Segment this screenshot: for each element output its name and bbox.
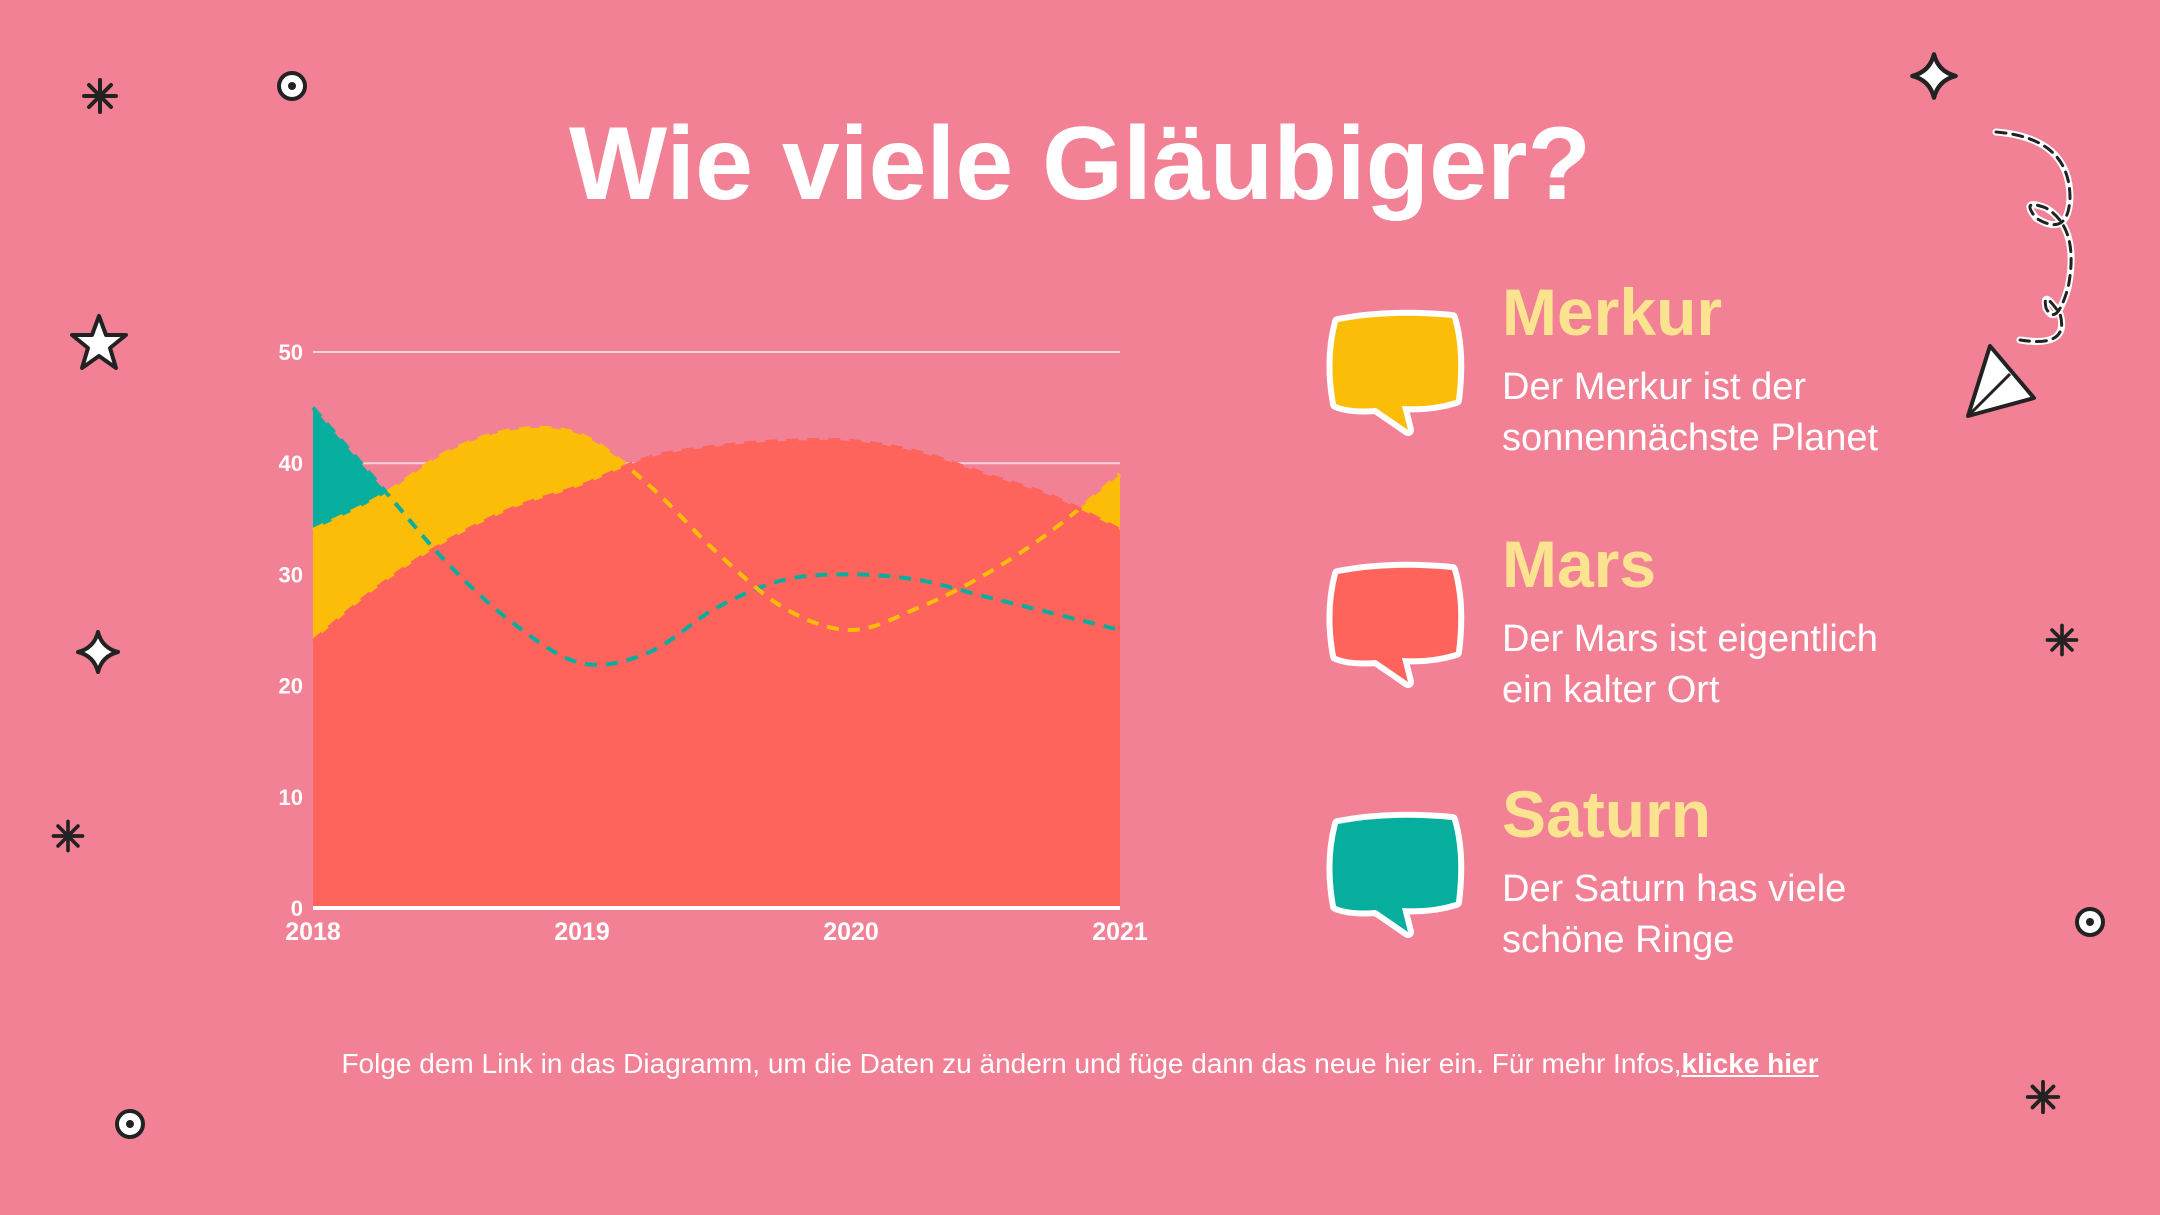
legend-description-line: sonnennächste Planet [1502, 417, 1879, 459]
circle-dot-icon [277, 71, 307, 101]
area-chart: 0 10 20 30 40 50 2018 2019 2020 2021 [279, 340, 1148, 946]
x-tick-label: 2018 [285, 918, 341, 946]
asterisk-icon [2045, 623, 2079, 657]
area-mars [313, 439, 1120, 908]
legend-description-line: schöne Ringe [1502, 919, 1735, 961]
sparkle-icon [1910, 52, 1958, 100]
legend-description: Der Saturn has viele schöne Ringe [1502, 864, 1982, 966]
x-tick-label: 2020 [823, 918, 879, 946]
legend-item-mars: Mars Der Mars ist eigentlich ein kalter … [1320, 527, 2020, 756]
footer-link[interactable]: klicke hier [1681, 1048, 1819, 1079]
speech-bubble-icon [1326, 309, 1465, 436]
star-icon [70, 314, 128, 370]
circle-dot-icon [2075, 907, 2105, 937]
x-tick-label: 2021 [1092, 918, 1148, 946]
y-tick-label: 0 [291, 896, 303, 921]
footer-text: Folge dem Link in das Diagramm, um die D… [341, 1048, 1682, 1079]
legend-description-line: ein kalter Ort [1502, 669, 1720, 711]
legend-name: Merkur [1502, 275, 1723, 349]
legend-description-line: Der Saturn has viele [1502, 868, 1847, 910]
slide-title: Wie viele Gläubiger? [568, 106, 1592, 222]
series-line-saturn [311, 406, 1121, 667]
asterisk-icon [51, 819, 85, 853]
legend-description: Der Mars ist eigentlich ein kalter Ort [1502, 614, 1982, 716]
paper-plane-icon [1966, 128, 2075, 418]
legend-description-line: Der Mars ist eigentlich [1502, 618, 1878, 660]
legend-item-saturn: Saturn Der Saturn has viele schöne Ringe [1320, 777, 2020, 1006]
legend-name: Saturn [1502, 777, 1712, 851]
legend-description-line: Der Merkur ist der [1502, 366, 1807, 408]
y-tick-label: 50 [279, 340, 303, 365]
legend-name: Mars [1502, 527, 1657, 601]
asterisk-icon [82, 78, 118, 114]
speech-bubble-fill [1332, 315, 1459, 430]
y-tick-label: 40 [279, 451, 303, 476]
x-tick-label: 2019 [554, 918, 610, 946]
legend-description: Der Merkur ist der sonnennächste Planet [1502, 362, 1982, 464]
footer-note: Folge dem Link in das Diagramm, um die D… [0, 1048, 2160, 1080]
sparkle-icon [76, 630, 120, 674]
asterisk-icon [2025, 1079, 2061, 1115]
legend-item-merkur: Merkur Der Merkur ist der sonnennächste … [1320, 275, 2020, 504]
y-tick-label: 30 [279, 562, 303, 587]
y-tick-label: 20 [279, 674, 303, 699]
circle-dot-icon [115, 1109, 145, 1139]
y-tick-label: 10 [279, 785, 303, 810]
speech-bubble-icon [1326, 561, 1465, 688]
speech-bubble-icon [1326, 811, 1465, 938]
series-line-merkur [312, 425, 1122, 633]
